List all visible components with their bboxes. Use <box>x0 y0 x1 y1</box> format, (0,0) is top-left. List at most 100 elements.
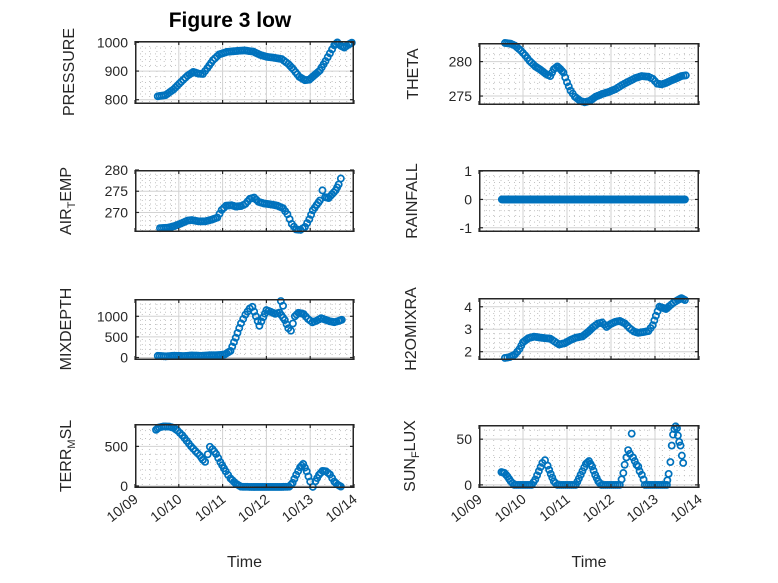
data-point-marker <box>620 460 629 469</box>
data-point-marker <box>257 317 266 326</box>
y-tick-label: 1000 <box>97 308 128 324</box>
data-point-marker <box>543 461 552 470</box>
data-point-marker <box>226 346 235 355</box>
y-tick-label: 0 <box>464 191 472 207</box>
subplot-pressure: 800 900 1000 <box>97 34 356 108</box>
plot-canvas: 275 280 <box>449 39 700 107</box>
y-tick-label: 500 <box>105 438 129 454</box>
data-point-marker <box>664 469 673 478</box>
data-point-marker <box>228 342 237 351</box>
data-point-marker <box>632 460 641 469</box>
xlabel-time-left: Time <box>227 554 262 571</box>
data-point-marker <box>619 469 628 477</box>
y-tick-label: 3 <box>464 321 472 337</box>
data-point-marker <box>648 321 657 330</box>
data-point-marker <box>288 319 297 328</box>
y-tick-label: 0 <box>120 350 128 366</box>
data-point-marker <box>675 437 684 446</box>
data-point-marker <box>290 474 299 483</box>
plot-canvas: 0 50 10/09 10/10 10/11 10/12 10/13 10/14 <box>447 422 705 525</box>
data-point-marker <box>548 473 557 482</box>
subplot-terr-msl: 0 500 10/09 10/10 10/11 10/12 10/13 10/14 <box>103 422 360 525</box>
data-point-marker <box>534 467 543 476</box>
ylabel-subscript: M <box>66 439 79 449</box>
data-point-marker <box>680 195 689 204</box>
data-point-marker <box>650 316 659 325</box>
y-tick-label: 1 <box>464 163 472 179</box>
ylabel-subscript: T <box>66 201 79 209</box>
data-point-marker <box>305 215 314 224</box>
y-tick-label: 1000 <box>97 34 128 50</box>
plot-canvas: 270 275 280 <box>105 162 355 234</box>
data-point-marker <box>337 315 346 324</box>
data-point-marker <box>677 451 686 460</box>
ylabel-text: SL <box>58 419 75 440</box>
y-tick-label: 4 <box>464 299 472 315</box>
x-tick-label: 10/14 <box>322 491 360 525</box>
subplot-air-temp: 270 275 280 <box>105 162 355 234</box>
x-tick-label: 10/12 <box>579 491 617 525</box>
plot-canvas: 800 900 1000 <box>97 34 356 108</box>
data-point-marker <box>557 66 566 75</box>
data-point-marker <box>175 79 184 88</box>
ylabel-subscript: F <box>410 451 423 459</box>
y-tick-label: 900 <box>105 63 129 79</box>
data-point-marker <box>288 478 297 487</box>
plot-canvas: 0 500 1000 <box>97 297 355 366</box>
data-point-marker <box>347 38 356 47</box>
data-point-marker <box>637 470 646 479</box>
data-point-marker <box>315 196 324 205</box>
data-point-marker <box>667 441 676 450</box>
subplot-mixdepth: 0 500 1000 <box>97 297 355 366</box>
data-point-marker <box>545 465 554 474</box>
ylabel-text: TERR <box>58 448 75 493</box>
ylabel-text: EMP <box>58 166 75 202</box>
ylabel-sun-flux: SUNFLUX <box>401 356 423 556</box>
y-tick-label: 800 <box>105 92 129 108</box>
data-point-marker <box>531 475 540 484</box>
y-tick-label: 2 <box>464 344 472 360</box>
data-point-marker <box>286 326 295 335</box>
x-tick-label: 10/11 <box>536 491 573 525</box>
x-tick-label: 10/09 <box>103 491 141 525</box>
data-point-marker <box>589 466 598 475</box>
x-tick-label: 10/13 <box>623 491 661 525</box>
data-point-marker <box>279 301 287 310</box>
data-point-marker <box>307 210 316 219</box>
xlabel-time-right: Time <box>571 554 607 571</box>
y-tick-label: 280 <box>449 54 473 70</box>
data-point-marker <box>634 462 643 471</box>
data-point-marker <box>666 458 675 466</box>
x-tick-label: 10/11 <box>192 491 229 525</box>
data-point-marker <box>255 321 264 330</box>
data-point-marker <box>588 462 597 471</box>
data-point-marker <box>676 441 685 450</box>
ylabel-text: THETA <box>405 48 422 100</box>
data-point-marker <box>680 296 689 304</box>
figure-title: Figure 3 low <box>168 9 292 32</box>
ylabel-text: SUN <box>402 458 419 492</box>
ylabel-text: RAINFALL <box>404 163 421 239</box>
ylabel-text: LUX <box>402 420 419 452</box>
data-point-marker <box>201 457 210 466</box>
y-tick-label: 0 <box>464 477 472 493</box>
ylabel-terr-msl: TERRMSL <box>57 356 79 556</box>
data-point-marker <box>627 429 636 438</box>
data-point-marker <box>318 186 327 195</box>
subplot-sun-flux: 0 50 10/09 10/10 10/11 10/12 10/13 10/14 <box>447 422 705 525</box>
plot-canvas: -1 0 1 <box>460 163 700 236</box>
x-tick-label: 10/14 <box>667 491 705 525</box>
data-point-marker <box>203 450 212 459</box>
data-point-marker <box>230 338 238 347</box>
data-point-marker <box>651 311 660 320</box>
y-tick-label: 275 <box>105 183 129 199</box>
data-point-marker <box>681 71 690 80</box>
x-tick-label: 10/13 <box>279 491 317 525</box>
data-point-marker <box>563 78 571 87</box>
data-point-marker <box>679 458 688 467</box>
subplot-theta: 275 280 <box>449 39 700 107</box>
y-tick-label: 0 <box>120 478 128 494</box>
y-tick-label: 275 <box>449 88 473 104</box>
x-tick-label: 10/12 <box>235 491 273 525</box>
